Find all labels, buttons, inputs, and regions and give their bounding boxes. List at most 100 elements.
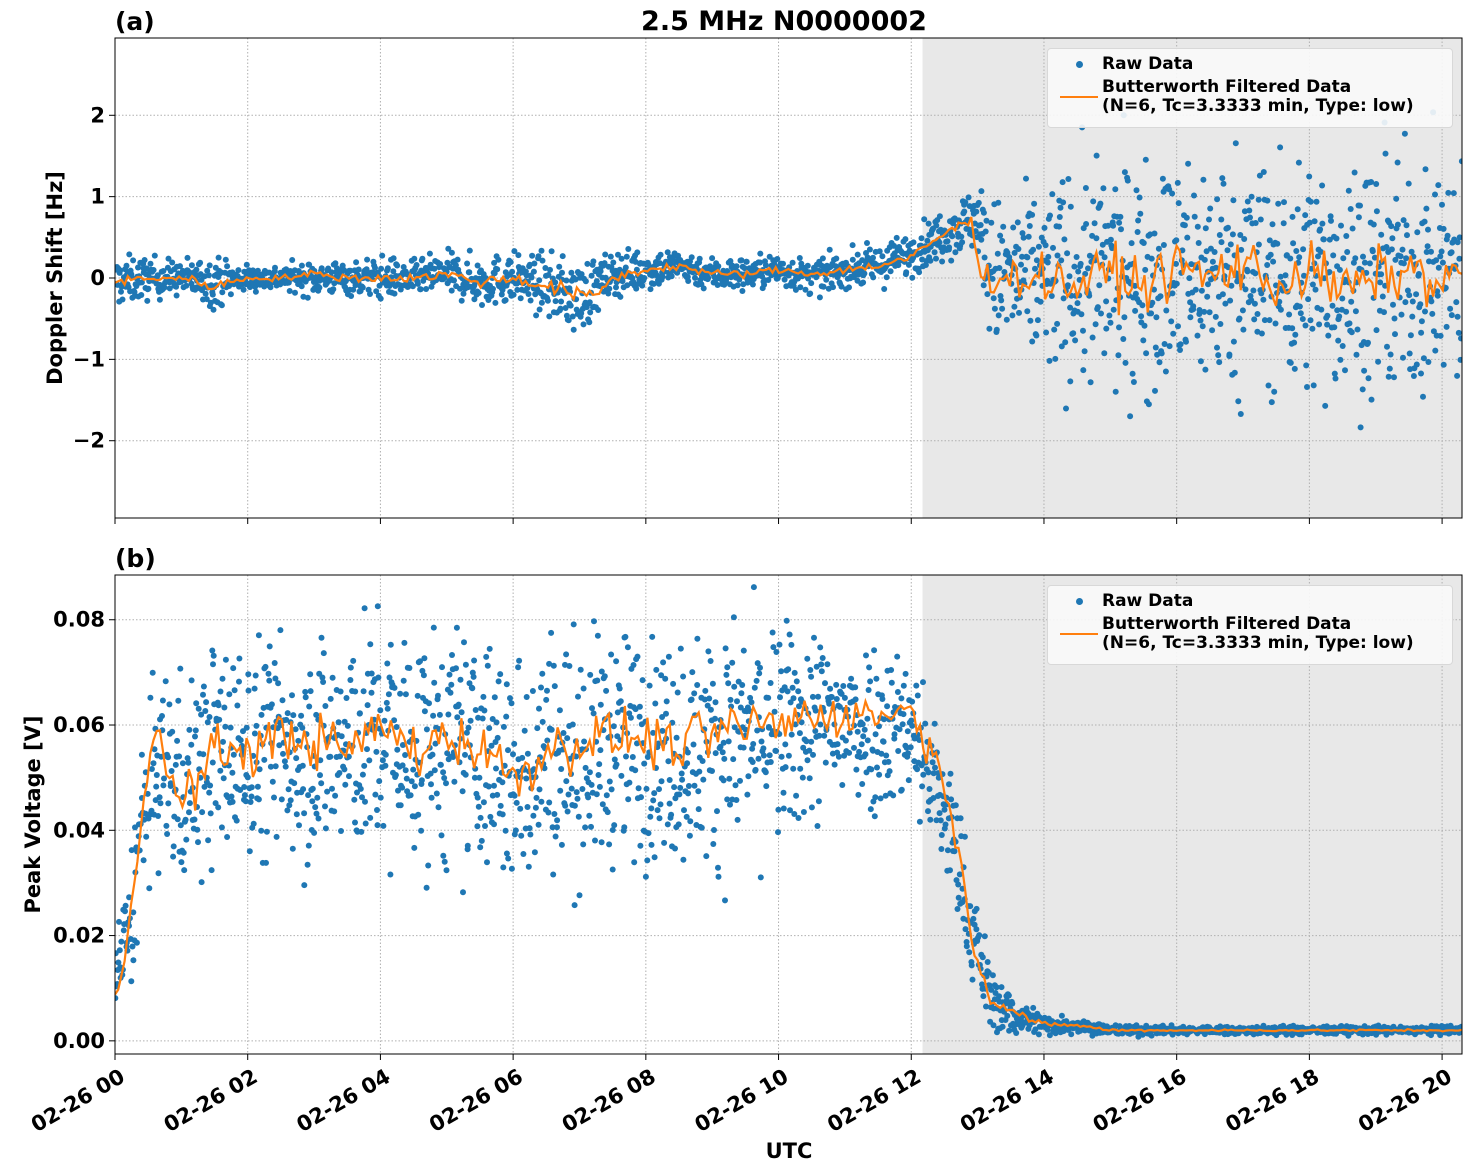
raw-data-point [1107, 319, 1114, 326]
raw-data-point [1023, 175, 1029, 182]
raw-data-point [494, 734, 501, 741]
raw-data-point [507, 259, 514, 266]
raw-data-point [1214, 196, 1221, 203]
raw-data-point [1423, 249, 1430, 255]
raw-data-point [1302, 322, 1309, 329]
raw-data-point [738, 690, 745, 697]
raw-data-point [1090, 198, 1097, 205]
raw-data-point [1009, 312, 1016, 319]
raw-data-point [1204, 293, 1211, 300]
raw-data-point [1220, 180, 1227, 187]
raw-data-point [126, 894, 133, 901]
raw-data-point [377, 295, 384, 302]
raw-data-point [117, 267, 124, 274]
raw-data-point [978, 236, 985, 243]
raw-data-point [477, 844, 484, 851]
raw-data-point [400, 264, 407, 270]
raw-data-point [846, 729, 853, 736]
raw-data-point [570, 326, 577, 333]
raw-data-point [1322, 402, 1329, 409]
raw-data-point [1458, 1023, 1462, 1030]
raw-data-point [155, 870, 162, 877]
raw-data-point [172, 761, 179, 768]
raw-data-point [309, 785, 316, 792]
raw-data-point [1187, 299, 1194, 306]
raw-data-point [222, 656, 229, 663]
raw-data-point [1016, 309, 1022, 316]
raw-data-point [1345, 187, 1352, 194]
raw-data-point [428, 794, 435, 801]
raw-data-point [391, 290, 398, 297]
raw-data-point [1256, 172, 1263, 179]
raw-data-point [684, 760, 691, 767]
raw-data-point [773, 649, 780, 655]
raw-data-point [1357, 202, 1363, 209]
raw-data-point [1170, 330, 1177, 337]
raw-data-point [793, 792, 800, 799]
raw-data-point [1407, 332, 1414, 339]
raw-data-point [1056, 214, 1063, 220]
raw-data-point [406, 665, 413, 671]
raw-data-point [1406, 292, 1413, 299]
raw-data-point [695, 788, 702, 795]
raw-data-point [383, 699, 390, 706]
raw-data-point [1299, 316, 1306, 322]
raw-data-point [185, 759, 192, 766]
raw-data-point [652, 700, 659, 707]
raw-data-point [354, 789, 360, 796]
raw-data-point [1005, 992, 1012, 999]
y-axis-label: Peak Voltage [V] [21, 715, 45, 913]
raw-data-point [432, 740, 439, 747]
raw-data-point [1151, 286, 1157, 293]
raw-data-point [819, 655, 826, 661]
raw-data-point [491, 782, 497, 789]
raw-data-point [1218, 216, 1225, 223]
raw-data-point [748, 699, 755, 706]
raw-data-point [657, 801, 664, 808]
raw-data-point [1027, 317, 1034, 324]
raw-data-point [1255, 196, 1262, 203]
raw-data-point [1402, 299, 1409, 306]
raw-data-point [740, 647, 747, 654]
raw-data-point [129, 943, 136, 950]
raw-data-point [631, 859, 638, 866]
raw-data-point [557, 305, 564, 312]
raw-data-point [1132, 282, 1138, 289]
raw-data-point [1260, 169, 1267, 175]
raw-data-point [391, 717, 398, 724]
raw-data-point [909, 698, 916, 705]
raw-data-point [855, 791, 862, 798]
raw-data-point [399, 742, 406, 748]
raw-data-point [605, 290, 612, 297]
raw-data-point [1029, 338, 1036, 345]
raw-data-point [1377, 279, 1384, 286]
raw-data-point [1373, 208, 1380, 215]
raw-data-point [839, 782, 846, 788]
raw-data-point [1024, 308, 1031, 315]
raw-data-point [498, 291, 505, 298]
raw-data-point [1149, 299, 1156, 306]
raw-data-point [1415, 271, 1422, 277]
raw-data-point [433, 790, 440, 797]
raw-data-point [1417, 301, 1424, 308]
raw-data-point [536, 277, 543, 284]
raw-data-point [1003, 997, 1010, 1004]
raw-data-point [606, 285, 613, 292]
raw-data-point [385, 691, 392, 698]
raw-data-point [448, 287, 455, 294]
raw-data-point [475, 290, 482, 296]
raw-data-point [440, 852, 447, 859]
raw-data-point [653, 666, 660, 673]
raw-data-point [200, 691, 206, 698]
raw-data-point [828, 694, 835, 700]
raw-data-point [177, 263, 183, 270]
raw-data-point [811, 634, 817, 641]
raw-data-point [1338, 222, 1344, 229]
raw-data-point [1212, 313, 1219, 320]
raw-data-point [569, 721, 576, 728]
raw-data-point [263, 859, 269, 866]
raw-data-point [485, 783, 492, 790]
raw-data-point [1225, 224, 1231, 231]
raw-data-point [685, 783, 692, 789]
raw-data-point [694, 682, 701, 688]
